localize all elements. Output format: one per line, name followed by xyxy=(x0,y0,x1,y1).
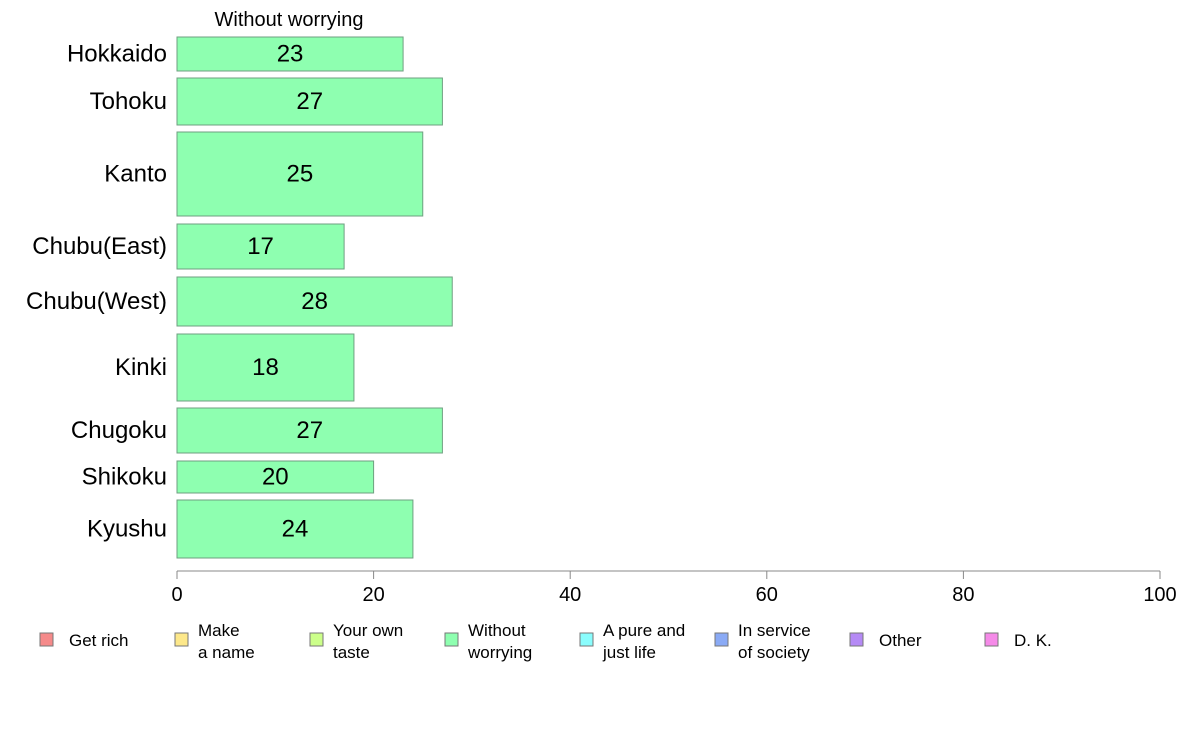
x-tick-label: 100 xyxy=(1143,584,1176,606)
legend-label: a name xyxy=(198,643,255,662)
legend-swatch xyxy=(39,632,54,647)
category-label: Chubu(West) xyxy=(26,288,167,315)
legend-label: taste xyxy=(333,643,370,662)
bar-value-label: 25 xyxy=(287,160,314,187)
category-label: Shikoku xyxy=(82,463,167,490)
x-tick-label: 40 xyxy=(559,584,581,606)
category-label: Hokkaido xyxy=(67,40,167,67)
bar-tohoku xyxy=(176,77,443,126)
legend-label: A pure and xyxy=(603,621,685,640)
category-label: Kinki xyxy=(115,354,167,381)
bar-value-label: 24 xyxy=(282,515,309,542)
bar-value-label: 27 xyxy=(296,88,323,115)
x-tick-label: 0 xyxy=(171,584,182,606)
category-label: Tohoku xyxy=(90,88,167,115)
chart-title: Without worrying xyxy=(215,9,364,31)
category-label: Kyushu xyxy=(87,515,167,542)
bar-value-label: 27 xyxy=(296,417,323,444)
legend-swatch xyxy=(309,632,324,647)
bar-value-label: 23 xyxy=(277,40,304,67)
bar-chubu-west xyxy=(176,276,453,327)
bar-value-label: 17 xyxy=(247,233,274,260)
legend-swatch xyxy=(579,632,594,647)
legend-label: worrying xyxy=(467,643,532,662)
x-tick-label: 80 xyxy=(952,584,974,606)
bar-shikoku xyxy=(176,460,375,494)
bar-chubu-east xyxy=(176,223,345,270)
legend-label: Other xyxy=(879,631,922,650)
legend-label: just life xyxy=(602,643,656,662)
bar-chugoku xyxy=(176,407,443,454)
legend-swatch xyxy=(444,632,459,647)
bars: 23 Hokkaido 27 Tohoku 25 Kanto 17 Chubu(East) 28… xyxy=(26,36,453,559)
legend-label: Make xyxy=(198,621,240,640)
legend-label: Your own xyxy=(333,621,403,640)
legend-label: Get rich xyxy=(69,631,129,650)
category-label: Chubu(East) xyxy=(32,233,167,260)
legend: Get rich Make a name Your own taste Without wo… xyxy=(39,621,1052,662)
bar-value-label: 18 xyxy=(252,354,279,381)
bar-kanto xyxy=(176,131,424,217)
legend-swatch xyxy=(174,632,189,647)
category-label: Kanto xyxy=(104,160,167,187)
legend-label: In service xyxy=(738,621,811,640)
x-axis: 0 20 40 60 80 100 xyxy=(171,570,1177,606)
bar-value-label: 28 xyxy=(301,288,328,315)
x-tick-label: 60 xyxy=(756,584,778,606)
legend-swatch xyxy=(984,632,999,647)
legend-swatch xyxy=(849,632,864,647)
legend-label: of society xyxy=(738,643,810,662)
legend-label: Without xyxy=(468,621,526,640)
bar-kinki xyxy=(176,333,355,402)
bar-value-label: 20 xyxy=(262,463,289,490)
legend-label: D. K. xyxy=(1014,631,1052,650)
category-label: Chugoku xyxy=(71,417,167,444)
bar-hokkaido xyxy=(176,36,404,72)
x-tick-label: 20 xyxy=(362,584,384,606)
legend-swatch xyxy=(714,632,729,647)
bar-kyushu xyxy=(176,499,414,559)
